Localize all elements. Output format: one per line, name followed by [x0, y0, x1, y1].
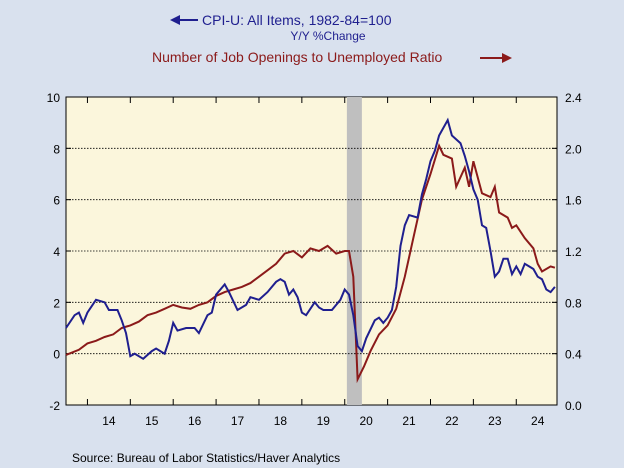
legend-ratio-arrowhead [502, 53, 512, 63]
x-tick-label: 20 [359, 414, 373, 428]
legend: CPI-U: All Items, 1982-84=100 Y/Y %Chang… [152, 12, 512, 65]
x-tick-label: 14 [102, 414, 116, 428]
legend-cpi-subtitle: Y/Y %Change [290, 29, 365, 43]
left-tick-label: 0 [53, 348, 60, 362]
x-tick-label: 24 [531, 414, 545, 428]
x-tick-label: 16 [188, 414, 202, 428]
legend-cpi-arrowhead [170, 15, 180, 25]
x-axis: 14 15 16 17 18 19 20 21 22 23 24 [86, 97, 545, 428]
legend-ratio-title: Number of Job Openings to Unemployed Rat… [152, 49, 442, 65]
left-tick-label: 10 [47, 91, 61, 105]
gridlines [66, 147, 557, 355]
series-line-cpi [65, 117, 556, 361]
x-tick-label: 17 [231, 414, 245, 428]
right-tick-label: 0.8 [565, 296, 582, 310]
left-tick-label: 6 [53, 194, 60, 208]
x-tick-label: 23 [488, 414, 502, 428]
legend-cpi-title: CPI-U: All Items, 1982-84=100 [202, 12, 392, 28]
x-tick-label: 19 [317, 414, 331, 428]
right-tick-label: 0.0 [565, 399, 582, 413]
legend-cpi: CPI-U: All Items, 1982-84=100 Y/Y %Chang… [170, 12, 392, 43]
right-tick-label: 1.2 [565, 245, 582, 259]
x-tick-label: 18 [274, 414, 288, 428]
source-note: Source: Bureau of Labor Statistics/Haver… [72, 451, 340, 465]
right-tick-label: 2.4 [565, 91, 582, 105]
x-tick-label: 22 [445, 414, 459, 428]
right-tick-label: 0.4 [565, 348, 582, 362]
legend-ratio: Number of Job Openings to Unemployed Rat… [152, 49, 512, 65]
left-tick-label: 2 [53, 296, 60, 310]
series-line-job-openings-ratio [65, 143, 556, 384]
right-axis: 0.0 0.4 0.8 1.2 1.6 2.0 2.4 [552, 91, 582, 413]
x-tick-label: 15 [145, 414, 159, 428]
right-tick-label: 1.6 [565, 194, 582, 208]
left-tick-label: 4 [53, 245, 60, 259]
x-tick-label: 21 [402, 414, 416, 428]
left-tick-label: 8 [53, 142, 60, 156]
left-tick-label: -2 [49, 399, 60, 413]
right-tick-label: 2.0 [565, 142, 582, 156]
